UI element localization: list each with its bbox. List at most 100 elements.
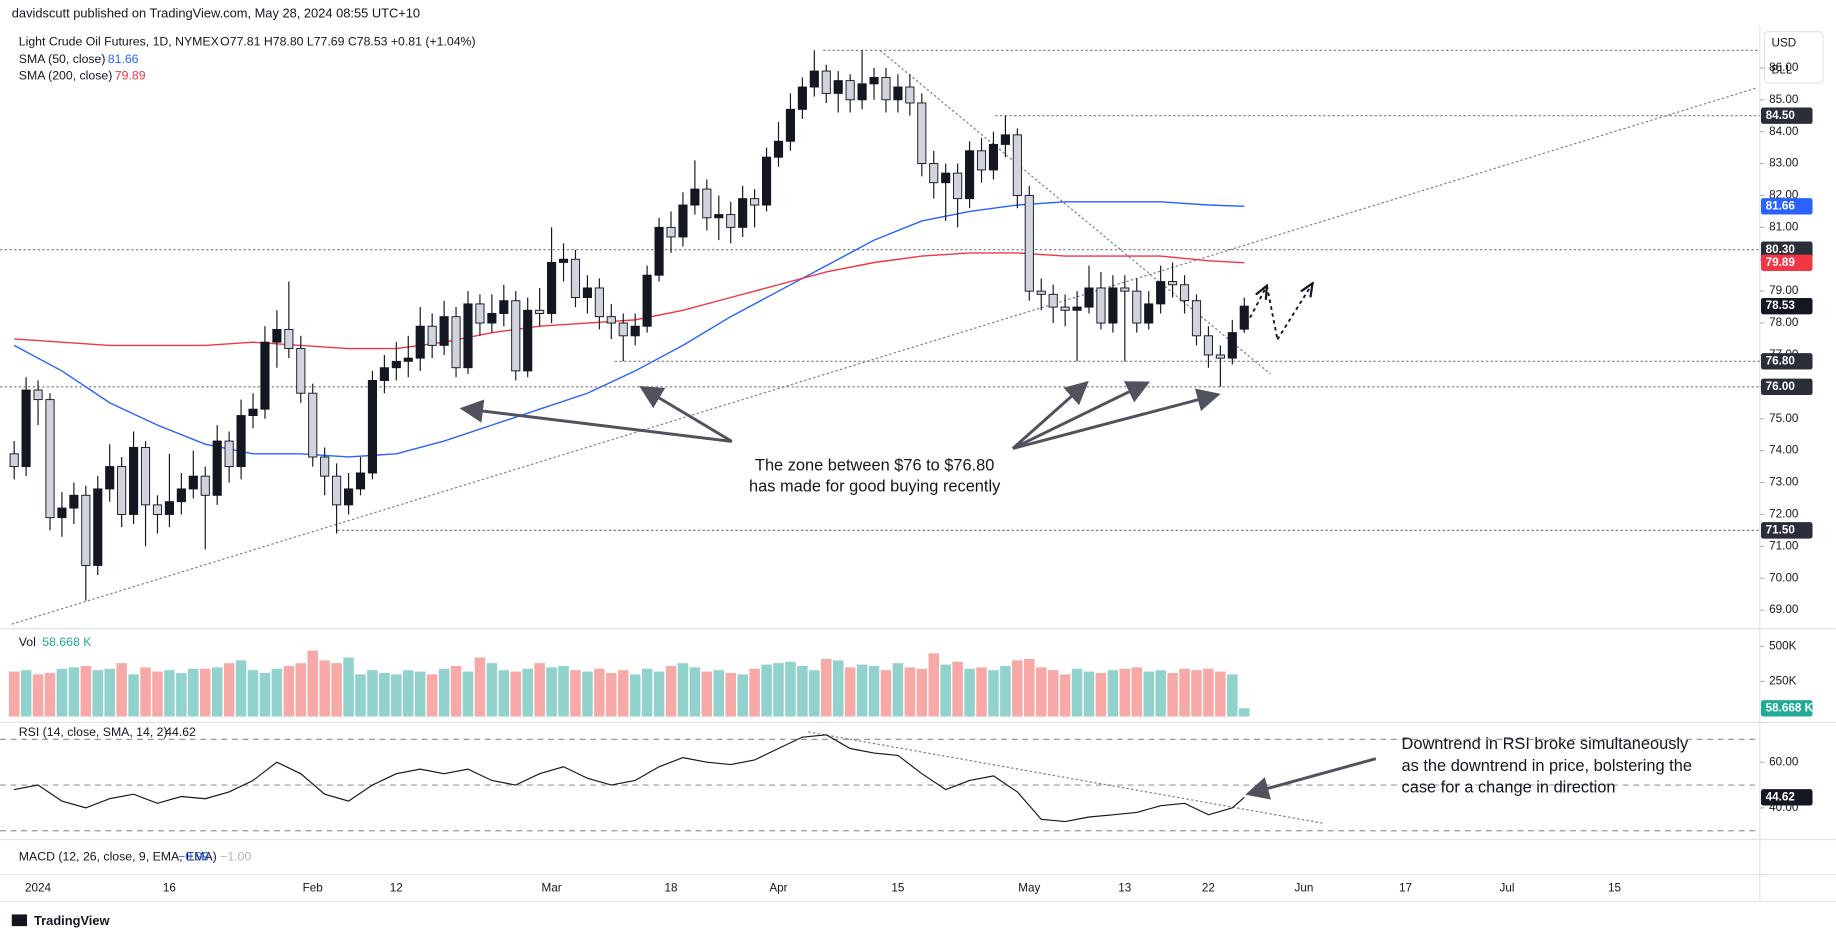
candle-body xyxy=(1203,335,1213,356)
level-badge-bg xyxy=(1760,241,1813,258)
candle-body xyxy=(666,226,676,238)
volume-bar xyxy=(1071,668,1083,717)
volume-bar xyxy=(1143,671,1154,717)
x-tick-label: 16 xyxy=(163,882,176,895)
projection-arrow xyxy=(1242,286,1266,331)
candle-body xyxy=(941,172,951,184)
footer-logo: TradingView xyxy=(11,913,111,928)
annotation-text: Downtrend in RSI broke simultaneously xyxy=(1402,735,1690,753)
candle-body xyxy=(702,188,712,219)
logo-icon xyxy=(11,914,28,927)
volume-bar xyxy=(797,665,808,717)
unit: BLL xyxy=(1772,63,1793,76)
volume-bar xyxy=(56,668,68,717)
candle-body xyxy=(1156,281,1166,305)
x-tick-label: Feb xyxy=(303,882,324,895)
y-tick-label: 72.00 xyxy=(1769,508,1799,521)
volume-bar xyxy=(1012,660,1023,717)
volume-bar xyxy=(964,668,975,717)
candle-body xyxy=(1096,287,1106,324)
volume-bar xyxy=(1035,667,1047,717)
x-tick-label: Apr xyxy=(769,882,787,895)
sma200-legend: SMA (200, close) xyxy=(19,68,113,82)
candle-body xyxy=(630,325,640,337)
volume-bar xyxy=(880,670,892,717)
candle-body xyxy=(308,392,318,458)
y-tick-label: 75.00 xyxy=(1769,412,1799,425)
sma200-value: 79.89 xyxy=(115,68,146,82)
volume-bar xyxy=(988,670,999,717)
candle-body xyxy=(33,389,43,401)
x-tick-label: 13 xyxy=(1118,882,1131,895)
candle-body xyxy=(272,328,282,343)
arrow xyxy=(1011,380,1089,450)
projection-arrow xyxy=(1265,285,1279,340)
rsi-trendline xyxy=(808,731,1324,824)
volume-bar xyxy=(809,670,820,717)
volume-bar xyxy=(606,672,617,717)
candle-body xyxy=(594,287,604,318)
candle-body xyxy=(881,76,891,101)
candle-body xyxy=(69,494,79,509)
volume-bar xyxy=(164,670,175,717)
candle-body xyxy=(1144,303,1154,324)
volume-bar xyxy=(737,674,748,717)
volume-bar xyxy=(1155,670,1166,717)
candle-body xyxy=(988,143,999,171)
volume-bar xyxy=(367,670,378,717)
candle-body xyxy=(929,163,939,184)
volume-bar xyxy=(259,672,271,717)
y-tick-label: 70.00 xyxy=(1769,571,1799,584)
x-tick-label: 15 xyxy=(1608,882,1622,895)
volume-bar xyxy=(522,668,533,717)
volume-bar xyxy=(247,670,259,717)
candle-body xyxy=(642,274,652,327)
volume-bar xyxy=(868,665,880,717)
candle-body xyxy=(869,76,879,85)
volume-bar xyxy=(749,668,760,717)
candle-body xyxy=(1132,290,1142,324)
rsi-badge: 44.62 xyxy=(1766,790,1796,803)
volume-bar xyxy=(976,667,987,717)
volume-bar xyxy=(1179,668,1190,717)
volume-bar xyxy=(582,671,593,717)
volume-bar xyxy=(785,661,796,717)
volume-bar xyxy=(1095,672,1107,717)
volume-bar xyxy=(391,674,402,717)
volume-bar xyxy=(20,670,32,717)
volume-bar xyxy=(80,665,92,717)
volume-bar xyxy=(1167,672,1178,717)
candle-body xyxy=(1179,284,1190,302)
macd-value: −0.99 xyxy=(178,849,209,863)
volume-bar xyxy=(355,674,366,717)
volume-bar xyxy=(617,670,629,717)
volume-bar xyxy=(331,663,342,717)
volume-value: 58.668 K xyxy=(42,635,92,649)
trendline xyxy=(879,49,1271,375)
volume-bar xyxy=(1024,658,1035,717)
candle-body xyxy=(1239,305,1249,330)
candle-body xyxy=(176,488,186,503)
currency-box[interactable] xyxy=(1763,31,1824,84)
candle-body xyxy=(427,325,437,346)
volume-bar xyxy=(152,671,163,717)
volume-bar xyxy=(1107,670,1119,717)
candle-body xyxy=(320,456,330,477)
arrow xyxy=(1245,757,1377,800)
annotation-text: The zone between $76 to $76.80 xyxy=(755,456,994,474)
candle-body xyxy=(343,488,354,506)
level-badge: 71.50 xyxy=(1766,523,1796,536)
volume-bar xyxy=(1119,668,1131,717)
x-tick-label: Jul xyxy=(1500,882,1515,895)
level-badge-bg xyxy=(1760,522,1813,539)
volume-bar xyxy=(1047,670,1059,717)
candle-body xyxy=(1036,290,1046,295)
footer-brand: TradingView xyxy=(34,913,111,928)
candle-body xyxy=(773,140,784,158)
x-tick-label: 15 xyxy=(891,882,904,895)
candle-body xyxy=(1120,287,1130,292)
candle-body xyxy=(1168,281,1178,286)
volume-bar xyxy=(92,670,104,717)
candle-body xyxy=(224,440,234,468)
sma-badge: 79.89 xyxy=(1766,256,1796,269)
